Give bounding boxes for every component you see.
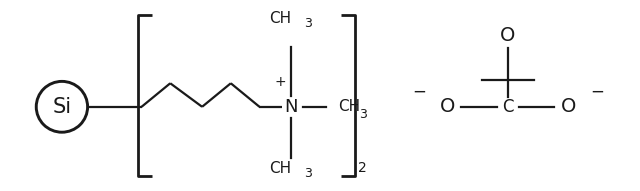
Text: C: C	[502, 98, 514, 116]
Text: 3: 3	[304, 17, 312, 30]
Text: −: −	[590, 83, 604, 101]
Text: 3: 3	[359, 108, 367, 121]
Text: N: N	[285, 98, 298, 116]
Text: Si: Si	[52, 97, 72, 117]
Text: O: O	[561, 97, 576, 116]
Text: O: O	[440, 97, 455, 116]
Text: CH: CH	[269, 161, 291, 176]
Text: +: +	[274, 75, 285, 89]
Text: −: −	[412, 83, 426, 101]
Text: CH: CH	[269, 11, 291, 26]
Text: CH: CH	[338, 99, 360, 114]
Text: 2: 2	[358, 161, 367, 175]
Text: 3: 3	[304, 167, 312, 180]
Text: O: O	[500, 26, 516, 45]
